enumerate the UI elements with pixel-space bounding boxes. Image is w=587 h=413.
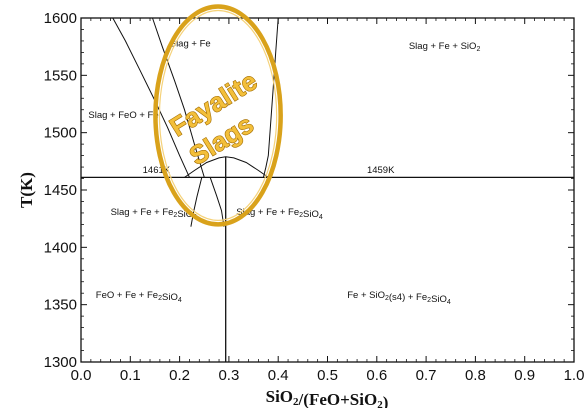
x-tick-label: 0.7: [416, 367, 437, 384]
highlight-ellipse: [153, 4, 283, 227]
highlight-ellipse-inner: [158, 9, 278, 222]
x-tick-label: 0.1: [120, 367, 141, 384]
phase-boundary-line-5: [262, 17, 279, 178]
x-tick-label: 0.9: [514, 367, 535, 384]
phase-boundary-line-6: [190, 177, 203, 227]
region-label: FeO + Fe + Fe2SiO4: [96, 290, 182, 304]
y-tick-label: 1500: [44, 125, 77, 142]
region-label: Slag + Fe + Fe2SiO4: [236, 207, 323, 221]
y-tick-label: 1350: [44, 297, 77, 314]
x-tick-label: 0.8: [465, 367, 486, 384]
y-tick-label: 1400: [44, 239, 77, 256]
region-label: 1459K: [367, 165, 395, 176]
x-tick-label: 1.0: [564, 367, 585, 384]
y-tick-label: 1550: [44, 67, 77, 84]
x-tick-label: 0.4: [268, 367, 289, 384]
phase-boundary-line-2: [184, 156, 269, 178]
region-label: Fe + SiO2(s4) + Fe2SiO4: [347, 290, 451, 306]
phase-boundary-line-7: [209, 177, 225, 227]
region-labels: Slag + Fe Slag + Fe + SiO2 Slag + FeO + Fe…: [88, 39, 480, 306]
axis-ticks: 0.0 0.1 0.2 0.3 0.4 0.5 0.6 0.7 0.8 0.9 1.0 1300 135…: [44, 10, 585, 384]
y-axis-title: T(K): [17, 172, 36, 208]
region-label: Slag + Fe: [170, 39, 211, 50]
plot-frame: [80, 17, 575, 363]
x-tick-label: 0.3: [218, 367, 239, 384]
y-tick-label: 1600: [44, 10, 77, 27]
region-label: 1461K: [143, 165, 171, 176]
x-tick-label: 0.5: [317, 367, 338, 384]
x-tick-label: 0.6: [366, 367, 387, 384]
region-label: Slag + Fe + SiO2: [409, 41, 481, 53]
x-axis-title: SiO2/(FeO+SiO2): [266, 387, 389, 408]
y-tick-label: 1450: [44, 182, 77, 199]
x-tick-label: 0.0: [71, 367, 92, 384]
region-label: Slag + FeO + Fe: [88, 110, 158, 121]
y-tick-label: 1300: [44, 354, 77, 371]
phase-boundary-line-4: [152, 17, 205, 178]
x-tick-label: 0.2: [169, 367, 190, 384]
